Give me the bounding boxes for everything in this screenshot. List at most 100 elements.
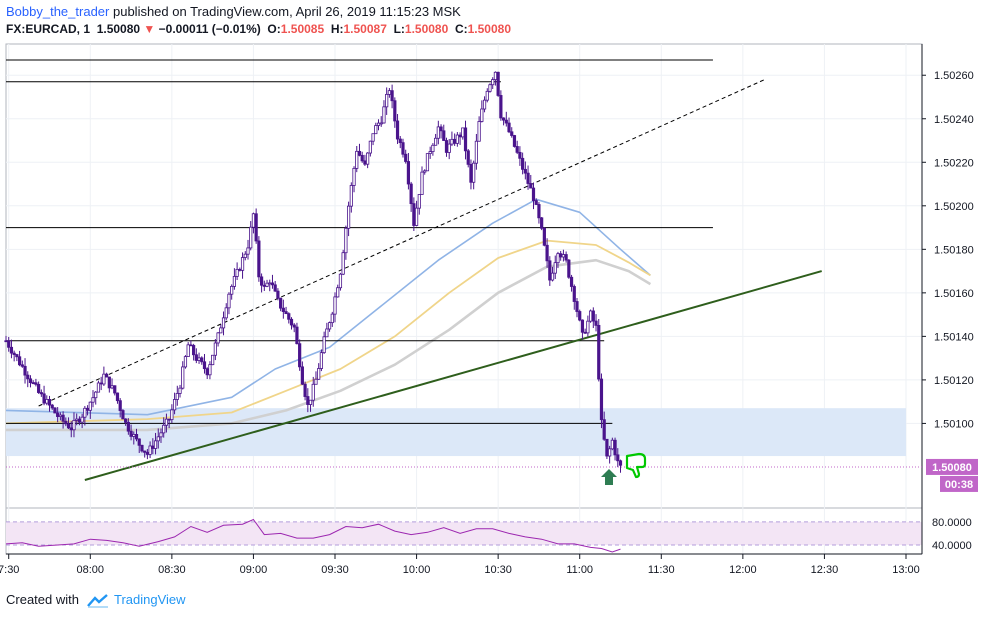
candle-body [227, 293, 231, 309]
candle-body [387, 90, 391, 95]
candle-body [499, 95, 503, 119]
candle-body [545, 244, 549, 262]
candle-body [485, 90, 489, 101]
candle-body [417, 194, 421, 209]
time-tick-label: 12:00 [729, 564, 757, 576]
candle-body [434, 137, 438, 146]
moving-average-slow [6, 258, 652, 432]
candle-body [390, 90, 394, 102]
rsi-pane: 80.0000 40.0000 [5, 517, 972, 553]
low-value: 1.50080 [404, 22, 449, 36]
candle-body [409, 183, 413, 205]
candle-body [401, 142, 405, 155]
candle-body [355, 150, 359, 169]
countdown-tag [940, 475, 978, 492]
candle-body [121, 410, 125, 420]
publish-info: Bobby_the_trader published on TradingVie… [6, 4, 906, 22]
candle-body [20, 364, 24, 367]
candle-body [189, 344, 193, 347]
candle-body [270, 282, 275, 286]
candle-body [510, 131, 514, 136]
time-tick-label: 08:00 [77, 564, 105, 576]
candle-body [143, 450, 147, 453]
candle-body [213, 342, 217, 356]
time-tick-label: 10:00 [403, 564, 431, 576]
candle-body [338, 273, 343, 289]
candle-body [273, 284, 277, 292]
candle-body [540, 217, 544, 229]
candle-body [336, 287, 340, 298]
tradingview-logo-icon[interactable] [86, 593, 109, 608]
price-tick-label: 1.50100 [934, 418, 974, 430]
candle-body [83, 407, 87, 418]
candle-body [153, 440, 158, 449]
candle-body [586, 320, 590, 334]
candle-body [477, 121, 481, 142]
rsi-tick-label: 40.0000 [932, 540, 972, 552]
candle-body [211, 354, 215, 366]
candle-body [91, 397, 95, 403]
last-price-tag-label: 1.50080 [932, 462, 972, 474]
candle-body [583, 331, 587, 334]
close-value: 1.50080 [467, 22, 512, 36]
candle-body [134, 433, 139, 440]
tradingview-brand[interactable]: TradingView [114, 592, 186, 607]
moving-average-fast [5, 198, 651, 416]
candle-body [344, 227, 348, 254]
candle-body [599, 378, 604, 421]
uptrend-line[interactable] [84, 270, 822, 481]
price-tick-label: 1.50160 [934, 288, 974, 300]
candle-body [431, 144, 435, 153]
candle-body [303, 383, 307, 397]
candle-body [175, 393, 179, 400]
candle-body [298, 343, 302, 368]
trend-lines[interactable] [38, 79, 822, 481]
candle-body [292, 324, 296, 328]
candle-body [115, 392, 120, 402]
candle-body [126, 421, 130, 432]
down-arrow-icon: ▼ [143, 22, 156, 36]
candle-body [534, 200, 538, 205]
candle-body [482, 99, 487, 110]
candle-body [382, 106, 386, 124]
candle-body [515, 146, 519, 153]
candle-body [575, 301, 579, 312]
candle-body [4, 340, 8, 343]
candle-body [371, 133, 375, 142]
created-with-text: Created with [6, 592, 79, 607]
candle-body [53, 407, 57, 414]
candle-body [461, 127, 465, 138]
moving-average-mid [5, 239, 651, 425]
last-price: 1.50080 [96, 22, 141, 36]
candle-body [15, 354, 19, 358]
candle-body [311, 383, 315, 401]
dashed-channel-line[interactable] [38, 79, 765, 407]
price-tick-label: 1.50120 [934, 375, 974, 387]
candle-body [591, 310, 595, 322]
arrow-up-icon [601, 469, 617, 485]
ohlc-legend: FX:EURCAD, 1 1.50080 ▼ −0.00011 (−0.01%)… [6, 22, 906, 40]
candle-body [466, 150, 470, 165]
candle-body [322, 336, 326, 354]
candle-body [162, 424, 166, 434]
candle-body [564, 254, 568, 261]
low-label: L: [393, 22, 405, 36]
price-tick-label: 1.50260 [934, 70, 974, 82]
candle-body [512, 135, 517, 147]
candle-body [366, 152, 370, 165]
candle-body [202, 361, 207, 370]
candle-body [319, 352, 324, 369]
author-link[interactable]: Bobby_the_trader [6, 4, 110, 19]
candle-body [12, 352, 16, 355]
candle-body [47, 399, 52, 406]
candle-body [569, 276, 574, 287]
candle-body [588, 310, 593, 322]
candle-body [423, 170, 427, 173]
time-tick-label: 11:00 [566, 564, 593, 576]
horizontal-levels[interactable] [6, 59, 713, 424]
candle-body [170, 409, 174, 420]
candle-body [469, 163, 473, 183]
candle-body [398, 138, 402, 144]
rsi-line [5, 518, 621, 553]
